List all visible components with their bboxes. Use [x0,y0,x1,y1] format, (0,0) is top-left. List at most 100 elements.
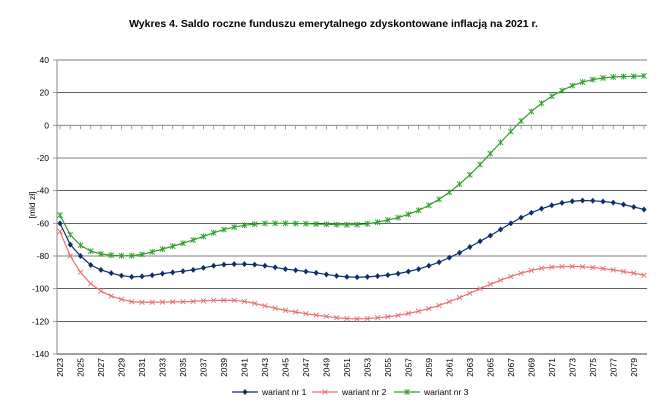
data-point [497,139,504,146]
data-point [569,198,575,205]
data-point [610,73,617,80]
data-point [375,273,381,280]
data-point [497,277,504,283]
data-point [559,263,565,270]
data-point [620,268,627,275]
data-point [67,231,74,238]
data-point [293,267,299,274]
data-point [385,314,391,320]
data-point [200,264,207,271]
series [57,72,647,322]
data-point [508,220,514,227]
series-2 [57,228,647,322]
data-point [508,273,514,280]
data-point [333,315,340,321]
data-point [210,297,217,304]
data-point [200,233,207,240]
data-point [241,222,248,229]
data-point [579,79,586,86]
chart-title: Wykres 4. Saldo roczne funduszu emerytal… [129,18,538,30]
x-tick-label: 2065 [485,358,495,377]
x-tick-label: 2071 [547,358,557,377]
data-point [600,74,606,81]
data-point [118,296,125,303]
data-point [528,108,535,115]
data-point [57,220,63,227]
data-point [57,212,63,219]
data-point [313,220,320,227]
x-tick-label: 2049 [321,358,331,377]
data-point [579,197,586,204]
data-point [610,267,616,273]
data-point [282,307,289,314]
data-point [610,199,616,206]
data-point [487,281,494,287]
data-point [426,262,432,269]
x-tick-label: 2077 [608,358,618,377]
data-point [620,201,627,208]
legend-label: wariant nr 3 [423,387,469,397]
data-point [118,252,125,259]
data-point [221,261,227,268]
data-point [88,261,94,268]
data-point [261,220,268,227]
data-point [405,268,411,275]
data-point [415,207,422,214]
data-point [303,310,309,317]
data-point [405,211,412,218]
x-tick-label: 2073 [567,358,577,377]
data-point [333,221,340,228]
data-point [221,226,227,233]
data-point [180,268,186,275]
data-point [538,205,545,212]
data-point [631,204,637,210]
x-tick-label: 2055 [383,358,393,377]
x-tick-label: 2047 [301,358,311,377]
data-point [241,298,248,305]
x-tick-label: 2045 [280,358,290,377]
series-line [59,199,645,278]
data-point [262,303,268,309]
data-point [426,305,432,312]
x-tick-label: 2041 [239,358,249,377]
data-point [272,305,278,311]
data-point [200,298,207,304]
legend-item: wariant nr 1 [232,387,307,397]
data-point [231,224,238,231]
series-1 [57,197,647,281]
data-point [231,297,237,304]
data-point [354,316,360,322]
data-point [538,265,545,271]
data-point [343,221,350,228]
data-point [159,299,166,305]
data-point [211,262,217,269]
data-point [415,266,422,273]
legend-swatch-marker [242,389,248,395]
data-point [446,189,453,196]
x-tick-label: 2063 [465,358,475,377]
data-point [159,246,166,253]
y-axis-label: [mld zł] [27,192,37,219]
data-point [292,220,299,227]
y-tick-label: -100 [32,284,49,294]
legend-item: wariant nr 3 [394,387,469,397]
data-point [528,209,534,216]
axes [53,59,647,355]
legend-swatch-marker [404,389,410,395]
data-point [323,221,330,228]
data-point [149,248,156,255]
data-point [139,273,145,280]
data-point [241,261,248,268]
data-point [129,299,135,305]
data-point [415,308,422,314]
data-point [180,240,186,247]
data-point [569,263,575,270]
x-tick-label: 2029 [116,358,126,377]
data-point [456,294,463,301]
data-point [364,220,371,227]
x-tick-label: 2061 [444,358,454,377]
data-point [487,150,494,157]
data-point [344,273,350,280]
data-point [579,264,586,270]
data-point [507,128,514,135]
